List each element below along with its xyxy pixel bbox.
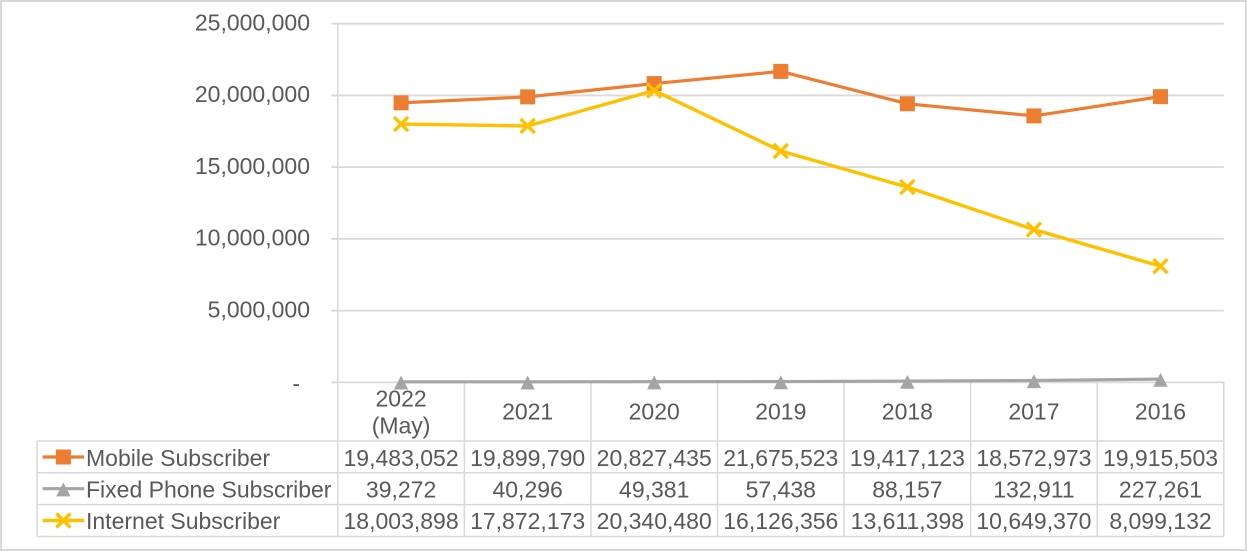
svg-text:17,872,173: 17,872,173 <box>470 508 585 534</box>
svg-text:19,899,790: 19,899,790 <box>470 445 585 471</box>
svg-text:2016: 2016 <box>1135 399 1186 425</box>
svg-text:-: - <box>292 370 300 396</box>
svg-text:18,003,898: 18,003,898 <box>344 508 459 534</box>
svg-text:2017: 2017 <box>1008 399 1059 425</box>
svg-text:20,340,480: 20,340,480 <box>597 508 712 534</box>
svg-text:8,099,132: 8,099,132 <box>1109 508 1211 534</box>
svg-text:39,272: 39,272 <box>366 477 436 503</box>
svg-text:21,675,523: 21,675,523 <box>723 445 838 471</box>
svg-text:57,438: 57,438 <box>746 477 816 503</box>
svg-text:40,296: 40,296 <box>492 477 562 503</box>
svg-text:13,611,398: 13,611,398 <box>851 508 964 534</box>
svg-text:20,827,435: 20,827,435 <box>597 445 712 471</box>
svg-text:19,417,123: 19,417,123 <box>850 445 965 471</box>
svg-text:2021: 2021 <box>502 399 553 425</box>
svg-text:Internet Subscriber: Internet Subscriber <box>86 508 281 534</box>
svg-text:2018: 2018 <box>882 399 933 425</box>
svg-text:19,483,052: 19,483,052 <box>344 445 459 471</box>
svg-text:132,911: 132,911 <box>993 477 1074 503</box>
svg-text:16,126,356: 16,126,356 <box>723 508 838 534</box>
svg-text:19,915,503: 19,915,503 <box>1103 445 1218 471</box>
svg-text:2020: 2020 <box>629 399 680 425</box>
svg-text:227,261: 227,261 <box>1119 477 1202 503</box>
svg-text:(May): (May) <box>372 413 431 439</box>
svg-text:49,381: 49,381 <box>619 477 689 503</box>
svg-text:Fixed Phone Subscriber: Fixed Phone Subscriber <box>86 477 332 503</box>
svg-text:20,000,000: 20,000,000 <box>195 81 310 107</box>
svg-text:2022: 2022 <box>376 386 427 412</box>
svg-text:Mobile Subscriber: Mobile Subscriber <box>86 445 270 471</box>
svg-text:2019: 2019 <box>755 399 806 425</box>
svg-text:10,000,000: 10,000,000 <box>195 225 310 251</box>
svg-text:15,000,000: 15,000,000 <box>195 153 310 179</box>
svg-text:88,157: 88,157 <box>872 477 942 503</box>
svg-text:5,000,000: 5,000,000 <box>208 296 310 322</box>
svg-text:25,000,000: 25,000,000 <box>195 10 310 36</box>
svg-text:10,649,370: 10,649,370 <box>976 508 1091 534</box>
svg-text:18,572,973: 18,572,973 <box>976 445 1091 471</box>
